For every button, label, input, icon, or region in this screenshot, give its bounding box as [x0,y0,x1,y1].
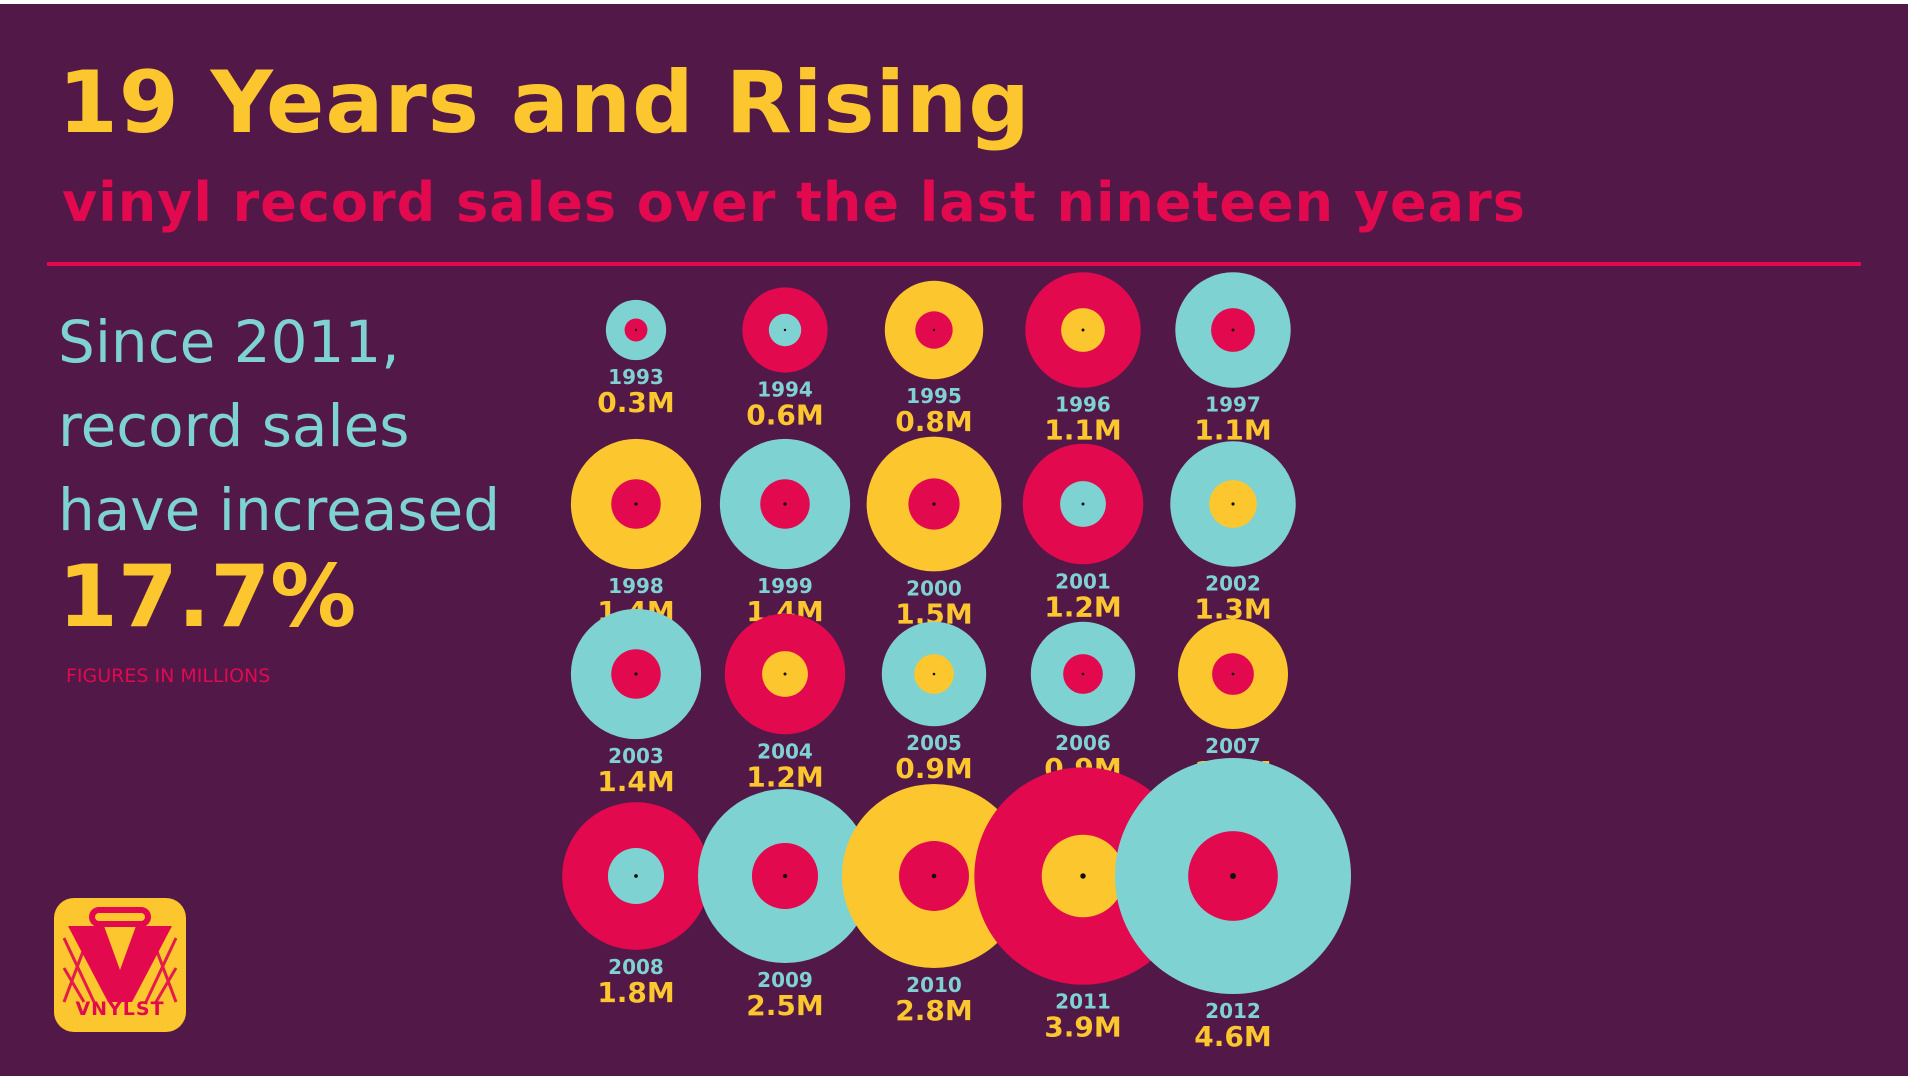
record-2006: 20060.9M [1030,621,1136,785]
vinyl-crate-icon [62,907,178,1003]
value-label-2004: 1.2M [746,760,823,793]
record-hole-2011 [1080,873,1086,879]
callout-line-3: have increased [58,476,501,544]
value-label-2003: 1.4M [597,765,674,798]
infographic-canvas: 19 Years and Rising vinyl record sales o… [0,4,1908,1076]
year-label-2011: 2011 [1055,990,1111,1014]
record-hole-2009 [782,873,788,879]
callout-text: Since 2011, record sales have increased [58,300,518,552]
year-label-2002: 2002 [1205,572,1261,596]
year-label-2004: 2004 [757,739,813,763]
year-label-1994: 1994 [757,378,813,402]
vnylst-logo: VNYLST [54,898,186,1032]
page-title: 19 Years and Rising [58,53,1031,153]
year-label-1996: 1996 [1055,393,1111,417]
record-hole-2008 [634,874,638,878]
record-hole-1998 [634,502,638,506]
value-label-2001: 1.2M [1044,590,1121,623]
record-hole-2003 [634,672,638,676]
callout-line-2: record sales [58,392,410,460]
value-label-2008: 1.8M [597,976,674,1009]
year-label-2012: 2012 [1205,999,1261,1023]
year-label-1998: 1998 [608,574,664,598]
value-label-1994: 0.6M [746,399,823,432]
header-divider [47,262,1861,266]
record-hole-1999 [783,502,787,506]
record-hole-1995 [932,328,936,332]
record-hole-2010 [931,873,937,879]
value-label-2011: 3.9M [1044,1011,1121,1044]
value-label-2012: 4.6M [1194,1020,1271,1053]
record-hole-2005 [932,672,936,676]
record-hole-1994 [783,328,787,332]
year-label-2007: 2007 [1205,734,1261,758]
value-label-1996: 1.1M [1044,414,1121,447]
value-label-1993: 0.3M [597,386,674,419]
record-hole-2002 [1231,502,1235,506]
value-label-1995: 0.8M [895,405,972,438]
year-label-2001: 2001 [1055,569,1111,593]
year-label-2000: 2000 [906,576,962,600]
record-hole-2001 [1081,502,1085,506]
callout-percent: 17.7% [58,547,357,647]
value-label-1997: 1.1M [1194,414,1271,447]
record-hole-2006 [1081,672,1085,676]
figures-note: FIGURES IN MILLIONS [66,665,271,687]
logo-text: VNYLST [75,998,165,1020]
record-hole-2007 [1231,672,1235,676]
year-label-1995: 1995 [906,384,962,408]
page-subtitle: vinyl record sales over the last ninetee… [62,171,1526,234]
year-label-2006: 2006 [1055,731,1111,755]
year-label-2003: 2003 [608,744,664,768]
year-label-1999: 1999 [757,574,813,598]
year-label-2009: 2009 [757,968,813,992]
record-hole-2004 [783,672,787,676]
record-hole-1996 [1081,328,1085,332]
record-hole-2012 [1230,873,1236,879]
callout-line-1: Since 2011, [58,308,400,376]
year-label-2010: 2010 [906,973,962,997]
year-label-2005: 2005 [906,731,962,755]
value-label-2010: 2.8M [895,994,972,1027]
year-label-2008: 2008 [608,955,664,979]
year-label-1997: 1997 [1205,393,1261,417]
value-label-2005: 0.9M [895,752,972,785]
record-hole-1993 [634,328,638,332]
record-hole-2000 [932,502,936,506]
year-label-1993: 1993 [608,365,664,389]
record-hole-1997 [1231,328,1235,332]
value-label-2009: 2.5M [746,989,823,1022]
